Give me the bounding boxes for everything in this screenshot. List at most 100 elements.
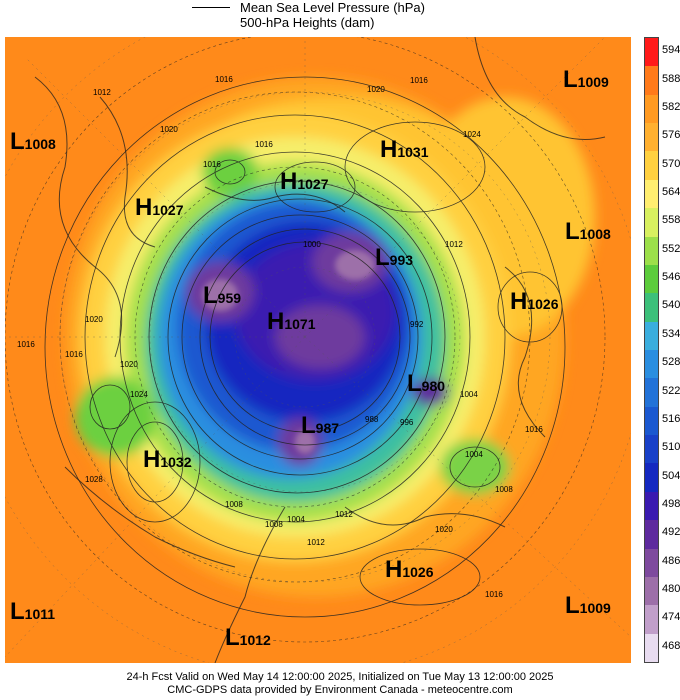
low-pressure-system: L1008 xyxy=(565,218,611,246)
contour-label: 988 xyxy=(365,415,379,424)
colorbar-label: 516 xyxy=(662,412,680,425)
low-pressure-system: L1009 xyxy=(565,592,611,620)
contour-label: 1016 xyxy=(485,590,503,599)
low-pressure-system: L1008 xyxy=(10,128,56,156)
colorbar-cell xyxy=(645,208,658,238)
system-pressure: 1026 xyxy=(402,564,434,580)
system-pressure: 980 xyxy=(421,378,446,394)
colorbar-cell xyxy=(645,520,658,550)
colorbar-cell xyxy=(645,236,658,266)
map-canvas: 1012 1016 1020 1016 1020 1024 1016 1020 … xyxy=(5,37,631,663)
contour-label: 1004 xyxy=(465,450,483,459)
colorbar-cell xyxy=(645,66,658,96)
system-pressure: 987 xyxy=(315,420,340,436)
contour-label: 1016 xyxy=(410,76,428,85)
colorbar-cell xyxy=(645,435,658,464)
contour-label: 1020 xyxy=(120,360,138,369)
contour-label: 996 xyxy=(400,418,414,427)
contour-label: 1020 xyxy=(367,85,385,94)
colorbar-cell xyxy=(645,605,658,635)
colorbar-cell xyxy=(645,321,658,351)
system-pressure: 1008 xyxy=(579,226,611,242)
coastlines xyxy=(34,37,606,663)
system-type: L xyxy=(563,66,578,93)
low-pressure-system: L1009 xyxy=(563,66,609,94)
colorbar-label: 558 xyxy=(662,214,680,227)
colorbar-label: 528 xyxy=(662,356,680,369)
pressure-line-sample xyxy=(192,7,230,8)
map-footer: 24-h Fcst Valid on Wed May 14 12:00:00 2… xyxy=(0,671,680,697)
colorbar-label: 594 xyxy=(662,44,680,57)
low-pressure-system: L987 xyxy=(301,412,339,440)
contour-label: 1016 xyxy=(525,425,543,434)
system-pressure: 1027 xyxy=(152,202,184,218)
colorbar-cell xyxy=(645,38,658,67)
colorbar-cell xyxy=(645,406,658,436)
high-pressure-system: H1032 xyxy=(143,446,192,474)
contour-label: 1016 xyxy=(215,75,233,84)
system-type: H xyxy=(143,446,161,473)
colorbar-label: 480 xyxy=(662,583,680,596)
system-type: L xyxy=(565,592,580,619)
colorbar-cell xyxy=(645,463,658,493)
colorbar-label: 582 xyxy=(662,100,680,113)
system-pressure: 1071 xyxy=(284,316,316,332)
contour-label: 1020 xyxy=(85,315,103,324)
graticule xyxy=(5,37,631,663)
contour-label: 1008 xyxy=(495,485,513,494)
system-pressure: 1032 xyxy=(160,454,192,470)
colorbar-cell xyxy=(645,491,658,521)
system-pressure: 1031 xyxy=(397,144,429,160)
colorbar-label: 546 xyxy=(662,271,680,284)
colorbar-cell xyxy=(645,123,658,152)
colorbar-label: 540 xyxy=(662,299,680,312)
colorbar-cell xyxy=(645,151,658,181)
system-type: L xyxy=(10,598,25,625)
colorbar-label: 498 xyxy=(662,498,680,510)
data-credit-text: CMC-GDPS data provided by Environment Ca… xyxy=(167,684,513,696)
system-pressure: 959 xyxy=(217,290,242,306)
contour-label: 1012 xyxy=(93,88,111,97)
contour-label: 1016 xyxy=(203,160,221,169)
legend-header: Mean Sea Level Pressure (hPa) 500-hPa He… xyxy=(0,0,680,34)
system-type: L xyxy=(203,282,218,309)
colorbar-cell xyxy=(645,293,658,323)
contour-label: 1012 xyxy=(445,240,463,249)
high-pressure-system: H1027 xyxy=(280,168,329,196)
system-pressure: 1008 xyxy=(24,136,56,152)
colorbar-label: 588 xyxy=(662,72,680,85)
contour-label: 1004 xyxy=(287,515,305,524)
colorbar-cell xyxy=(645,94,658,124)
contour-label: 1016 xyxy=(65,350,83,359)
system-type: H xyxy=(385,556,403,583)
isobar-labels: 1012 1016 1020 1016 1020 1024 1016 1020 … xyxy=(17,75,543,599)
system-type: H xyxy=(267,308,285,335)
contour-label: 1020 xyxy=(160,125,178,134)
contour-label: 1020 xyxy=(435,525,453,534)
colorbar-cell xyxy=(645,633,658,663)
colorbar-cell xyxy=(645,179,658,209)
system-type: H xyxy=(280,168,298,195)
system-pressure: 1012 xyxy=(239,632,271,648)
colorbar-label: 486 xyxy=(662,554,680,567)
colorbar-label: 534 xyxy=(662,327,680,340)
system-type: L xyxy=(225,624,240,651)
forecast-map: 1012 1016 1020 1016 1020 1024 1016 1020 … xyxy=(5,37,631,663)
system-type: H xyxy=(135,194,153,221)
colorbar-label: 492 xyxy=(662,526,680,539)
system-type: L xyxy=(10,128,25,155)
system-type: L xyxy=(565,218,580,245)
contour-label: 1012 xyxy=(335,510,353,519)
system-pressure: 1026 xyxy=(527,296,559,312)
contour-label: 1016 xyxy=(255,140,273,149)
isobars xyxy=(44,76,566,618)
colorbar-label: 468 xyxy=(662,639,680,652)
low-pressure-system: L959 xyxy=(203,282,241,310)
contour-label: 1024 xyxy=(130,390,148,399)
high-pressure-system: H1027 xyxy=(135,194,184,222)
contour-label: 1000 xyxy=(303,240,321,249)
colorbar-cell xyxy=(645,548,658,578)
system-pressure: 993 xyxy=(389,252,414,268)
system-type: L xyxy=(407,370,422,397)
high-pressure-system: H1071 xyxy=(267,308,316,336)
